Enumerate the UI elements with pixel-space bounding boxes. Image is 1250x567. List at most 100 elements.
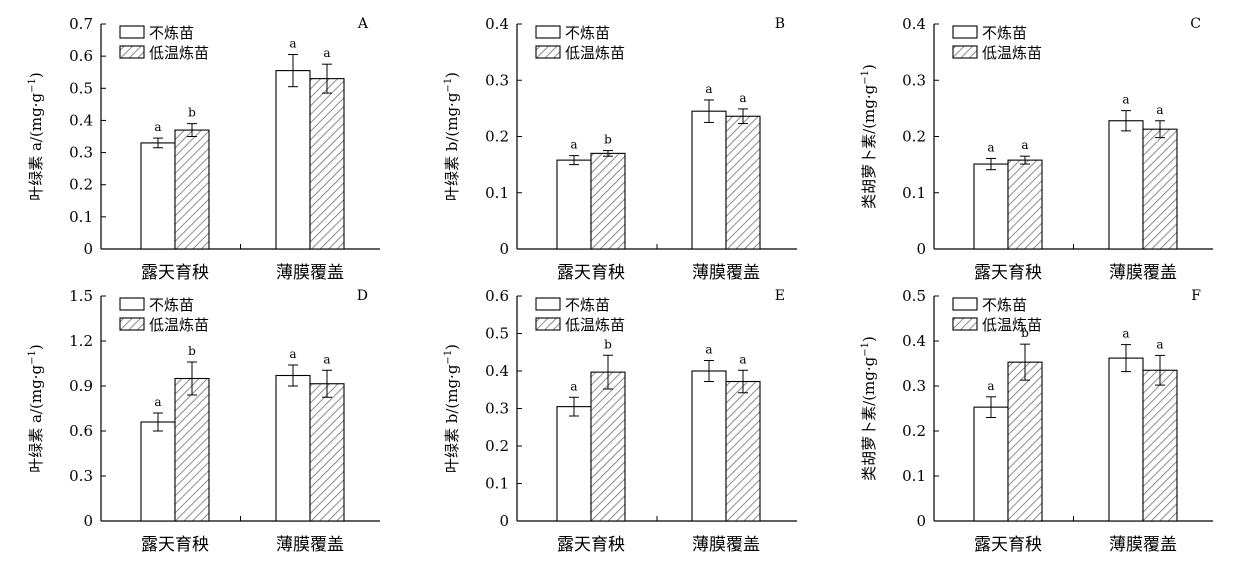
bar-cold-hardening bbox=[1142, 369, 1178, 522]
y-axis-title: 叶绿素 b/(mg·g−1) bbox=[443, 344, 461, 473]
legend-label: 不炼苗 bbox=[149, 24, 194, 42]
bar-cold-hardening bbox=[1007, 361, 1043, 522]
bar-cold-hardening bbox=[725, 115, 761, 250]
y-tick-label: 0.6 bbox=[69, 47, 93, 65]
y-tick-label: 0 bbox=[83, 512, 93, 530]
panel-letter: A bbox=[357, 16, 369, 32]
significance-label: b bbox=[188, 344, 196, 358]
bar-cold-hardening bbox=[590, 152, 626, 250]
significance-label: a bbox=[987, 379, 994, 393]
legend-label: 不炼苗 bbox=[982, 296, 1027, 314]
y-tick-label: 0.4 bbox=[69, 111, 93, 129]
bar-control bbox=[556, 159, 592, 250]
y-tick-label: 0.3 bbox=[902, 71, 926, 89]
legend-label: 不炼苗 bbox=[149, 296, 194, 314]
legend-swatch-cold-hardening bbox=[119, 45, 145, 59]
y-axis-title: 叶绿素 a/(mg·g−1) bbox=[27, 72, 45, 200]
x-category-label: 露天育秧 bbox=[557, 535, 625, 555]
significance-label: b bbox=[604, 133, 612, 147]
y-tick-label: 0.5 bbox=[485, 325, 509, 343]
legend-swatch-control bbox=[952, 297, 978, 311]
x-category-label: 薄膜覆盖 bbox=[276, 535, 344, 555]
y-tick-label: 0.1 bbox=[485, 475, 509, 493]
bar-cold-hardening bbox=[174, 377, 210, 522]
bar-control bbox=[140, 142, 176, 250]
y-axis-title: 类胡萝卜素/(mg·g−1) bbox=[860, 64, 878, 209]
bar-control bbox=[691, 110, 727, 250]
x-category-label: 露天育秧 bbox=[974, 535, 1042, 555]
significance-label: a bbox=[154, 120, 161, 134]
significance-label: a bbox=[1122, 327, 1129, 341]
bar-control bbox=[556, 406, 592, 522]
x-category-label: 薄膜覆盖 bbox=[692, 263, 760, 283]
legend-swatch-control bbox=[952, 25, 978, 39]
significance-label: b bbox=[604, 337, 612, 351]
y-tick-label: 0.3 bbox=[69, 467, 93, 485]
legend-swatch-cold-hardening bbox=[535, 45, 561, 59]
x-category-label: 露天育秧 bbox=[141, 535, 209, 555]
significance-label: b bbox=[1021, 326, 1029, 340]
significance-label: a bbox=[323, 46, 330, 60]
significance-label: a bbox=[705, 82, 712, 96]
y-tick-label: 0.6 bbox=[69, 422, 93, 440]
x-category-label: 薄膜覆盖 bbox=[692, 535, 760, 555]
legend-swatch-cold-hardening bbox=[952, 317, 978, 331]
bar-control bbox=[140, 421, 176, 522]
y-tick-label: 0 bbox=[499, 512, 509, 530]
significance-label: a bbox=[739, 91, 746, 105]
legend-swatch-cold-hardening bbox=[952, 45, 978, 59]
bar-cold-hardening bbox=[1007, 159, 1043, 250]
y-tick-label: 1.5 bbox=[69, 287, 93, 305]
y-tick-label: 0.2 bbox=[69, 176, 93, 194]
y-tick-label: 0.6 bbox=[485, 287, 509, 305]
legend-label: 不炼苗 bbox=[565, 296, 610, 314]
y-tick-label: 0 bbox=[499, 240, 509, 258]
bar-cold-hardening bbox=[309, 383, 345, 522]
y-tick-label: 0 bbox=[916, 240, 926, 258]
panel-letter: F bbox=[1191, 288, 1201, 304]
bar-cold-hardening bbox=[309, 78, 345, 250]
panel-letter: D bbox=[357, 288, 368, 304]
y-tick-label: 0.4 bbox=[485, 15, 509, 33]
bar-control bbox=[275, 374, 311, 522]
y-axis-title: 类胡萝卜素/(mg·g−1) bbox=[860, 336, 878, 481]
bar-control bbox=[973, 406, 1009, 522]
legend-swatch-control bbox=[119, 297, 145, 311]
bar-cold-hardening bbox=[1142, 128, 1178, 250]
y-tick-label: 0.2 bbox=[485, 128, 509, 146]
legend-label: 低温炼苗 bbox=[982, 44, 1042, 62]
significance-label: a bbox=[289, 37, 296, 51]
significance-label: a bbox=[570, 138, 577, 152]
y-tick-label: 0.7 bbox=[69, 15, 93, 33]
y-tick-label: 0.3 bbox=[902, 377, 926, 395]
y-tick-label: 0.1 bbox=[69, 208, 93, 226]
panel-letter: C bbox=[1190, 16, 1201, 32]
y-tick-label: 0.5 bbox=[69, 79, 93, 97]
bar-cold-hardening bbox=[590, 371, 626, 522]
y-axis-title: 叶绿素 b/(mg·g−1) bbox=[443, 72, 461, 201]
legend-label: 低温炼苗 bbox=[149, 44, 209, 62]
legend-swatch-cold-hardening bbox=[119, 317, 145, 331]
chart-panel-a: 0 0.1 0.2 0.3 0.4 0.5 0.6 0.7 露天育秧 薄膜覆盖 a a b a 不炼苗低温炼… bbox=[27, 15, 380, 283]
bar-cold-hardening bbox=[174, 129, 210, 250]
legend-label: 低温炼苗 bbox=[565, 316, 625, 334]
x-category-label: 薄膜覆盖 bbox=[1109, 535, 1177, 555]
bar-control bbox=[973, 163, 1009, 250]
y-tick-label: 0.5 bbox=[902, 287, 926, 305]
y-tick-label: 0.2 bbox=[485, 437, 509, 455]
legend-label: 低温炼苗 bbox=[565, 44, 625, 62]
y-tick-label: 0.3 bbox=[69, 144, 93, 162]
significance-label: a bbox=[1156, 103, 1163, 117]
significance-label: a bbox=[987, 140, 994, 154]
significance-label: a bbox=[154, 395, 161, 409]
x-category-label: 露天育秧 bbox=[974, 263, 1042, 283]
y-tick-label: 0.1 bbox=[902, 184, 926, 202]
legend-label: 不炼苗 bbox=[565, 24, 610, 42]
significance-label: a bbox=[323, 352, 330, 366]
y-tick-label: 0.1 bbox=[485, 184, 509, 202]
